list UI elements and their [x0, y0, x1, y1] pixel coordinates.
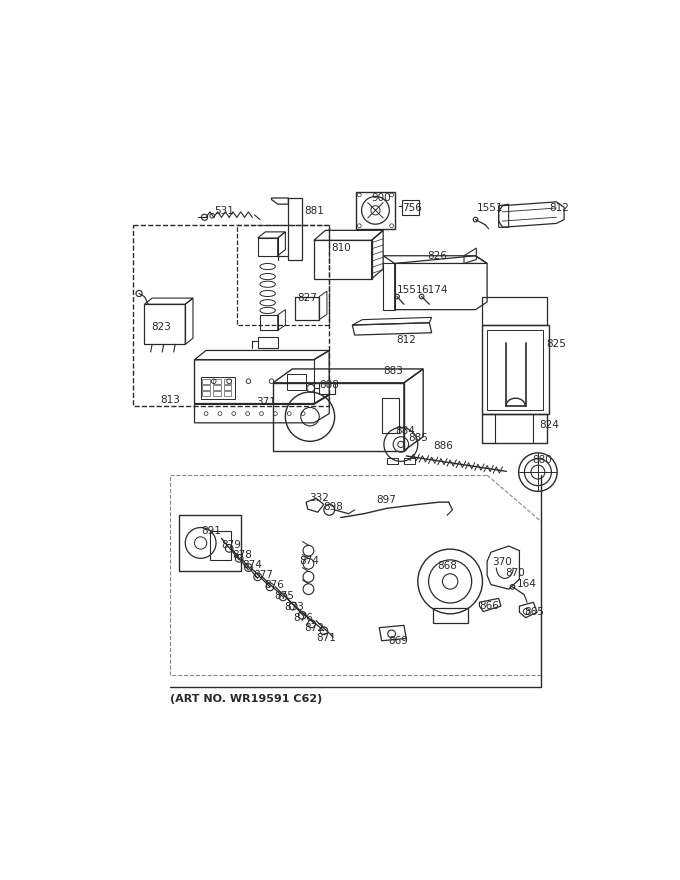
Text: 370: 370 — [492, 557, 512, 568]
Bar — [213, 392, 221, 396]
Bar — [202, 392, 210, 396]
Text: 531: 531 — [214, 206, 234, 216]
Text: 879: 879 — [222, 539, 241, 549]
Text: 823: 823 — [152, 322, 171, 333]
Text: 886: 886 — [433, 441, 453, 451]
Text: 756: 756 — [402, 203, 422, 213]
Text: 826: 826 — [427, 251, 447, 260]
Text: 900: 900 — [372, 193, 392, 203]
Bar — [404, 458, 415, 465]
Text: 872: 872 — [304, 623, 324, 633]
Text: 898: 898 — [323, 502, 343, 512]
Text: 1551: 1551 — [397, 285, 424, 296]
Bar — [202, 385, 210, 390]
Text: 883: 883 — [384, 366, 403, 377]
Text: 812: 812 — [396, 335, 416, 346]
Bar — [179, 515, 241, 570]
Bar — [287, 373, 306, 391]
Bar — [403, 200, 420, 215]
Bar — [387, 458, 398, 465]
Bar — [433, 607, 468, 623]
Bar — [382, 398, 399, 433]
Bar — [210, 531, 231, 560]
Bar — [224, 379, 231, 384]
Text: 897: 897 — [376, 495, 396, 505]
Text: 878: 878 — [233, 549, 252, 560]
Text: 869: 869 — [388, 635, 408, 646]
Bar — [213, 379, 221, 384]
Bar — [356, 192, 394, 229]
Text: 876: 876 — [293, 612, 313, 623]
Text: 865: 865 — [524, 607, 544, 617]
Bar — [202, 379, 210, 384]
Text: 825: 825 — [547, 340, 566, 349]
Text: 877: 877 — [253, 570, 273, 580]
Text: 1551: 1551 — [477, 203, 503, 213]
Bar — [133, 225, 329, 406]
Text: 891: 891 — [201, 526, 222, 537]
Text: (ART NO. WR19591 C62): (ART NO. WR19591 C62) — [170, 693, 322, 703]
Bar — [213, 385, 221, 390]
Bar — [224, 385, 231, 390]
Text: 881: 881 — [304, 206, 324, 216]
Text: 871: 871 — [316, 634, 336, 643]
Text: 884: 884 — [396, 426, 415, 436]
Text: 873: 873 — [285, 602, 305, 612]
Text: 332: 332 — [309, 493, 329, 502]
Text: 866: 866 — [479, 601, 499, 611]
Text: 874: 874 — [299, 555, 319, 566]
Text: 6174: 6174 — [422, 285, 448, 296]
Text: 827: 827 — [297, 293, 317, 303]
Text: 880: 880 — [532, 455, 551, 465]
Bar — [201, 378, 235, 399]
Text: 885: 885 — [408, 433, 428, 444]
Text: 876: 876 — [264, 580, 284, 590]
Text: 875: 875 — [275, 591, 294, 601]
Text: 870: 870 — [505, 568, 525, 578]
Text: 164: 164 — [517, 579, 537, 589]
Text: 868: 868 — [437, 561, 457, 571]
Text: 824: 824 — [539, 420, 560, 430]
Bar — [224, 392, 231, 396]
Bar — [237, 225, 329, 325]
Text: 371: 371 — [256, 397, 276, 407]
Text: 813: 813 — [160, 395, 180, 405]
Text: 812: 812 — [549, 203, 568, 213]
Text: 888: 888 — [320, 380, 339, 390]
Text: 874: 874 — [242, 560, 262, 569]
Text: 810: 810 — [331, 243, 351, 253]
